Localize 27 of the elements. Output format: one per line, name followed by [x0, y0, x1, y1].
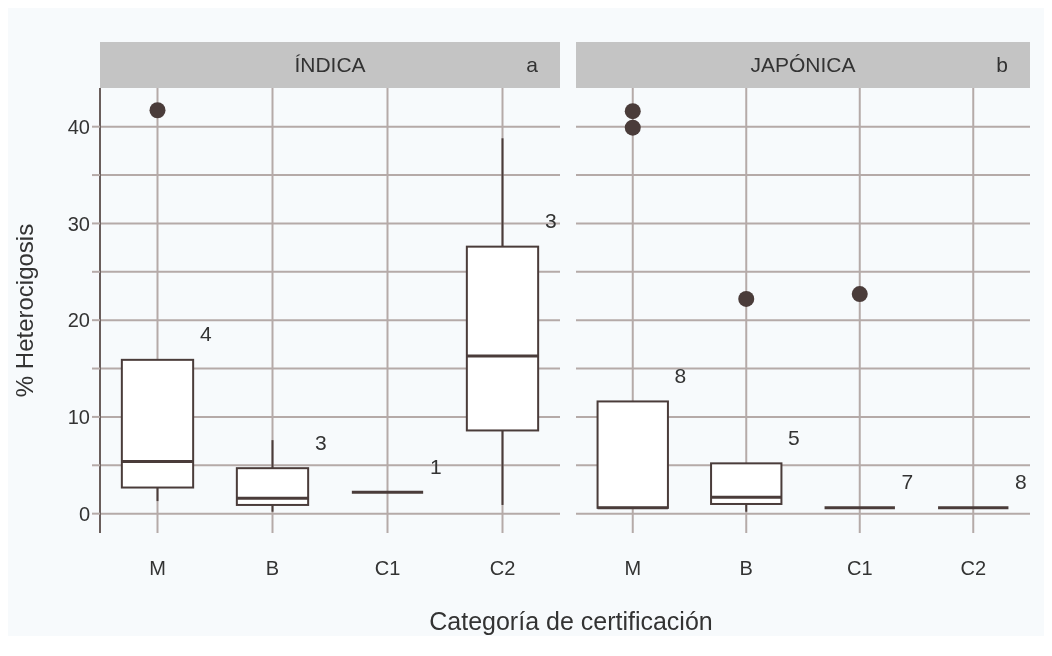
x-tick-label: B	[739, 557, 753, 580]
x-tick-label: M	[624, 557, 642, 580]
y-tick-label: 0	[78, 502, 90, 525]
y-tick-label: 20	[67, 309, 90, 332]
chart-subtitle: b	[996, 53, 1008, 77]
annotation: 3	[544, 209, 557, 233]
annotation: 8	[1015, 470, 1027, 494]
annotation: 4	[199, 322, 212, 346]
x-tick-label: C1	[846, 557, 873, 580]
annotation: 8	[674, 363, 687, 387]
x-tick-label: C1	[374, 557, 401, 580]
chart-title: JAPÓNICA	[750, 53, 856, 76]
y-tick-label: 10	[67, 406, 90, 429]
annotation: 3	[314, 430, 327, 454]
x-tick-label: M	[149, 557, 166, 580]
chart-title: ÍNDICA	[294, 53, 366, 76]
y-tick-label: 30	[67, 212, 90, 235]
x-axis-title: Categoría de certificación	[428, 606, 714, 636]
annotation: 1	[429, 454, 442, 478]
y-tick-label: 40	[67, 115, 90, 138]
chart-subtitle: a	[526, 53, 538, 77]
x-tick-label: C2	[960, 557, 987, 580]
annotation: 7	[901, 470, 914, 494]
x-tick-label: C2	[489, 557, 516, 580]
x-tick-label: B	[265, 557, 280, 580]
annotation: 5	[788, 425, 800, 449]
y-axis-title: % Heterocigosis	[10, 223, 38, 398]
